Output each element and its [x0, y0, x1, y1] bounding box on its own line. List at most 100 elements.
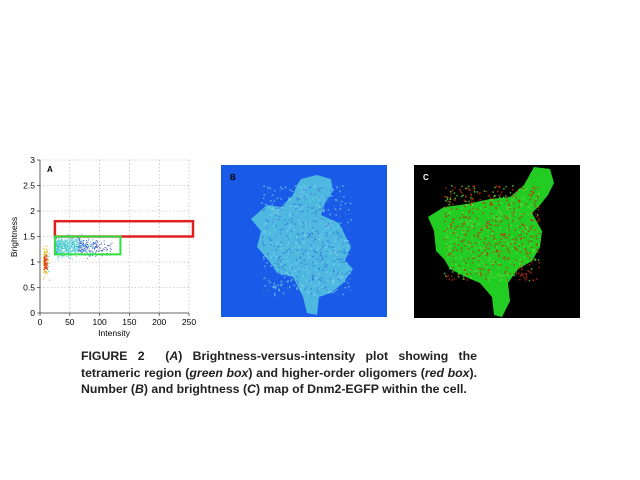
- data-point: [92, 243, 94, 245]
- data-point: [65, 240, 67, 242]
- data-point: [56, 246, 58, 248]
- data-point: [76, 243, 78, 245]
- data-point: [44, 270, 46, 272]
- data-point: [45, 254, 47, 256]
- data-point: [43, 270, 45, 272]
- x-tick-label: 150: [122, 317, 136, 327]
- data-point: [45, 271, 47, 273]
- data-point: [67, 242, 69, 244]
- data-point: [90, 241, 92, 243]
- data-point: [45, 254, 47, 255]
- data-point: [45, 255, 47, 256]
- data-point: [46, 259, 48, 261]
- data-point: [73, 251, 75, 253]
- data-point: [78, 237, 80, 239]
- data-point: [89, 255, 91, 257]
- data-point: [67, 242, 69, 243]
- data-point: [67, 249, 69, 251]
- data-point: [86, 248, 88, 250]
- x-tick-label: 0: [38, 317, 43, 327]
- data-point: [61, 247, 63, 249]
- data-point: [69, 246, 71, 248]
- data-point: [80, 244, 82, 246]
- cell-number-map: [251, 175, 353, 315]
- data-point: [81, 233, 83, 235]
- data-point: [45, 267, 47, 269]
- data-point: [103, 248, 105, 250]
- data-point: [44, 262, 46, 264]
- data-point: [67, 233, 69, 235]
- data-point: [95, 241, 97, 243]
- data-point: [58, 239, 60, 241]
- data-point: [78, 239, 80, 241]
- data-point: [58, 247, 60, 249]
- data-point: [46, 267, 48, 269]
- data-point: [78, 239, 80, 241]
- panel-a-label: A: [47, 165, 53, 174]
- data-point: [76, 240, 78, 242]
- data-point: [67, 245, 68, 247]
- data-point: [60, 242, 62, 244]
- data-point: [60, 239, 62, 241]
- data-point: [106, 249, 108, 251]
- data-point: [82, 240, 84, 242]
- data-point: [59, 248, 61, 250]
- data-point: [74, 248, 75, 249]
- data-point: [65, 243, 66, 245]
- data-point: [62, 251, 64, 253]
- data-point: [98, 249, 100, 251]
- data-point: [63, 252, 65, 253]
- data-point: [43, 271, 44, 273]
- data-point: [72, 248, 74, 250]
- data-point: [46, 248, 48, 250]
- data-point: [48, 271, 50, 273]
- data-point: [100, 249, 102, 251]
- data-point: [95, 251, 97, 253]
- data-point: [111, 242, 113, 244]
- data-point: [44, 267, 46, 269]
- data-point: [58, 241, 60, 243]
- data-point: [88, 250, 90, 251]
- data-point: [57, 245, 59, 247]
- data-point: [69, 252, 71, 254]
- data-point: [46, 268, 48, 270]
- data-point: [79, 243, 81, 244]
- data-point: [58, 245, 60, 247]
- data-point: [73, 240, 75, 242]
- data-point: [69, 238, 71, 239]
- data-point: [43, 248, 44, 250]
- data-point: [69, 241, 71, 243]
- y-axis-label: Brightness: [9, 217, 19, 257]
- data-point: [45, 259, 47, 261]
- data-point: [64, 247, 66, 249]
- data-point: [62, 244, 64, 246]
- data-point: [75, 241, 77, 243]
- y-tick-label: 1: [30, 257, 35, 267]
- data-point: [76, 247, 78, 248]
- data-point: [86, 244, 88, 246]
- data-point: [63, 244, 65, 246]
- data-point: [42, 263, 44, 265]
- data-point: [63, 244, 65, 245]
- data-point: [58, 243, 60, 245]
- data-point: [61, 243, 63, 245]
- data-point: [59, 243, 61, 245]
- data-point: [57, 248, 59, 249]
- data-point: [46, 258, 48, 259]
- data-point: [65, 249, 66, 251]
- data-point: [55, 241, 57, 243]
- data-point: [77, 242, 79, 244]
- data-point: [43, 256, 45, 258]
- data-point: [78, 245, 80, 247]
- data-point: [43, 264, 45, 266]
- data-point: [47, 268, 48, 270]
- data-point: [44, 254, 46, 256]
- data-point: [58, 252, 60, 254]
- y-tick-label: 2.5: [23, 181, 35, 191]
- data-point: [71, 242, 73, 244]
- data-point: [44, 272, 46, 274]
- y-tick-label: 0: [30, 308, 35, 318]
- data-point: [74, 239, 76, 241]
- data-point: [78, 247, 80, 249]
- data-point: [86, 252, 88, 254]
